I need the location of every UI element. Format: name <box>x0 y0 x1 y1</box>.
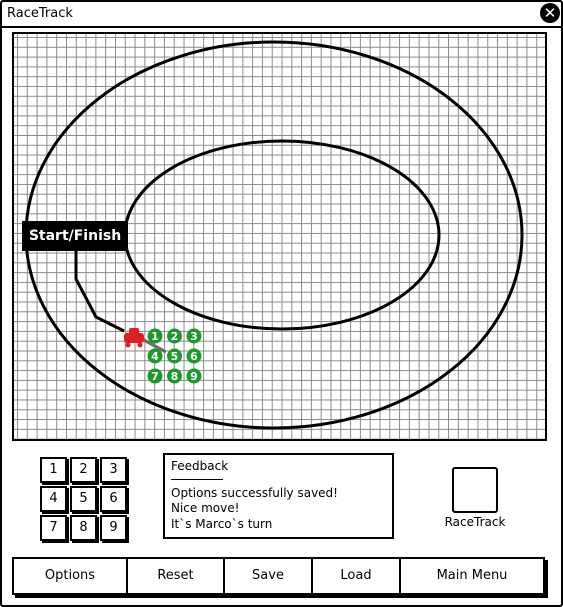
keypad-key-4[interactable]: 4 <box>40 486 67 512</box>
move-option-9[interactable]: 9 <box>186 368 202 384</box>
window-title: RaceTrack <box>7 6 73 21</box>
start-finish-label: Start/Finish <box>22 221 128 251</box>
move-option-8[interactable]: 8 <box>167 368 182 384</box>
svg-text:2: 2 <box>171 330 179 343</box>
reset-button[interactable]: Reset <box>128 559 225 593</box>
move-option-2[interactable]: 2 <box>167 328 182 344</box>
title-bar: RaceTrack ✕ <box>2 2 561 28</box>
keypad-key-2[interactable]: 2 <box>70 457 97 483</box>
move-option-7[interactable]: 7 <box>147 368 163 384</box>
keypad-key-3[interactable]: 3 <box>100 457 127 483</box>
move-option-3[interactable]: 3 <box>186 328 202 344</box>
load-button[interactable]: Load <box>313 559 401 593</box>
svg-text:1: 1 <box>151 330 159 343</box>
keypad-key-7[interactable]: 7 <box>40 515 67 541</box>
move-option-1[interactable]: 1 <box>147 328 163 344</box>
svg-text:8: 8 <box>171 370 179 383</box>
car-path <box>74 249 125 333</box>
keypad-key-6[interactable]: 6 <box>100 486 127 512</box>
feedback-divider <box>171 478 223 480</box>
svg-text:5: 5 <box>171 350 179 363</box>
move-arrow <box>141 337 167 354</box>
save-button[interactable]: Save <box>225 559 313 593</box>
keypad-key-5[interactable]: 5 <box>70 486 97 512</box>
main-menu-button[interactable]: Main Menu <box>436 568 508 583</box>
svg-text:9: 9 <box>190 370 198 383</box>
feedback-line: Nice move! <box>171 501 240 515</box>
feedback-line: Options successfully saved! <box>171 485 338 500</box>
keypad-key-9[interactable]: 9 <box>100 515 127 541</box>
keypad-key-8[interactable]: 8 <box>70 515 97 541</box>
feedback-line: It`s Marco`s turn <box>171 516 273 531</box>
close-icon[interactable]: ✕ <box>540 3 560 23</box>
svg-text:3: 3 <box>190 330 198 343</box>
options-button[interactable]: Options <box>14 559 128 593</box>
svg-text:7: 7 <box>151 370 159 383</box>
move-option-5[interactable]: 5 <box>167 348 182 364</box>
logo-label: RaceTrack <box>444 515 506 529</box>
move-option-6[interactable]: 6 <box>186 348 202 364</box>
car-icon[interactable] <box>124 328 144 348</box>
move-keypad: 1 2 3 4 5 6 7 8 9 <box>38 455 132 543</box>
move-option-4[interactable]: 4 <box>147 348 163 364</box>
feedback-panel: Feedback Options successfully saved! Nic… <box>163 453 394 539</box>
feedback-title: Feedback <box>171 459 229 473</box>
logo-image <box>452 467 498 513</box>
svg-text:6: 6 <box>190 350 198 363</box>
menu-bar: Options Reset Save Load Main Menu <box>12 557 545 595</box>
svg-text:4: 4 <box>151 350 159 363</box>
track-inner-boundary <box>123 139 441 331</box>
keypad-key-1[interactable]: 1 <box>40 457 67 483</box>
move-options-group[interactable]: 1 2 3 4 5 6 7 8 9 <box>147 328 202 384</box>
